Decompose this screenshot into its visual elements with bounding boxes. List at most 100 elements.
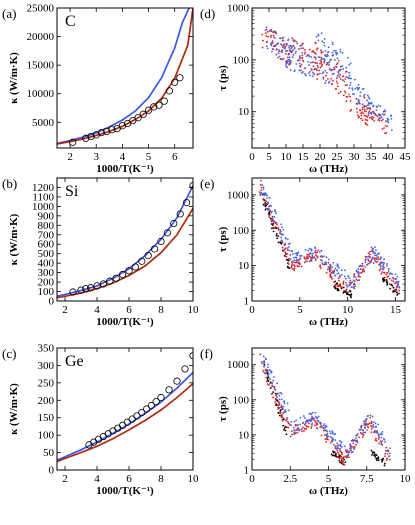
data-point <box>265 26 268 29</box>
series-line-red <box>57 8 193 145</box>
data-point <box>394 273 397 276</box>
data-point <box>276 237 279 240</box>
data-point <box>350 449 353 452</box>
y-tick-label: 900 <box>38 210 55 222</box>
data-point <box>286 56 289 59</box>
data-point <box>398 292 401 295</box>
data-point <box>274 210 277 213</box>
data-point <box>342 94 345 97</box>
data-point <box>261 33 264 36</box>
data-point <box>296 431 299 434</box>
data-point <box>327 258 330 261</box>
data-point <box>301 51 304 54</box>
data-point <box>333 66 336 69</box>
data-point <box>283 418 285 421</box>
data-point <box>284 237 287 240</box>
data-point <box>276 223 278 226</box>
data-point <box>295 429 298 431</box>
data-point <box>291 253 294 255</box>
data-point <box>397 280 400 283</box>
data-point <box>296 253 299 256</box>
data-point <box>396 284 399 287</box>
data-point <box>370 261 373 263</box>
data-point <box>309 74 311 77</box>
data-point <box>352 439 355 442</box>
data-point <box>269 378 271 380</box>
data-point <box>386 283 389 286</box>
data-point <box>395 280 398 283</box>
data-point <box>336 283 339 286</box>
data-point <box>316 62 319 65</box>
y-tick-label: 1200 <box>32 182 55 194</box>
data-point <box>331 266 333 269</box>
data-point <box>396 275 399 278</box>
data-point <box>367 96 370 99</box>
data-point <box>320 50 323 52</box>
data-point <box>285 255 288 258</box>
y-tick-label: 100 <box>233 225 250 237</box>
data-point <box>336 449 339 452</box>
x-tick-label: 2 <box>67 151 73 163</box>
data-point <box>380 443 383 446</box>
data-point <box>317 73 319 75</box>
data-point <box>376 115 379 118</box>
data-point <box>303 261 306 264</box>
data-point <box>339 274 341 277</box>
data-point <box>341 65 344 68</box>
x-axis-label: 1000/T(K⁻¹) <box>96 485 154 497</box>
x-tick-label: 15 <box>298 151 310 163</box>
data-point <box>374 257 376 260</box>
data-point <box>328 64 331 66</box>
y-tick-label: 100 <box>38 430 55 442</box>
data-point <box>308 422 310 425</box>
data-point <box>310 419 313 421</box>
data-point <box>371 115 373 118</box>
data-point <box>379 267 382 270</box>
data-point <box>387 275 390 278</box>
data-point <box>326 435 328 437</box>
data-point <box>370 420 373 423</box>
data-point <box>353 78 356 81</box>
data-point <box>351 87 354 90</box>
data-point <box>344 277 347 280</box>
data-point <box>388 452 391 455</box>
data-point <box>321 40 324 43</box>
data-point <box>320 259 323 262</box>
data-point <box>286 417 289 419</box>
data-point <box>272 34 275 37</box>
data-point <box>332 272 335 275</box>
data-point <box>368 253 371 256</box>
data-point <box>319 72 321 75</box>
data-point <box>343 90 346 93</box>
data-point <box>305 74 307 77</box>
data-point <box>329 442 332 444</box>
data-point <box>272 226 275 229</box>
y-axis-label: τ (ps) <box>217 396 229 422</box>
data-point <box>377 423 380 426</box>
data-point <box>382 261 384 264</box>
data-point <box>369 414 372 417</box>
data-point <box>274 401 277 404</box>
data-point <box>361 103 364 106</box>
data-point <box>325 55 328 58</box>
data-point <box>369 416 372 419</box>
data-point <box>327 46 330 49</box>
data-point <box>313 68 316 71</box>
data-point <box>348 93 350 96</box>
data-point <box>281 246 284 249</box>
data-point <box>281 416 284 419</box>
data-point <box>341 457 343 460</box>
data-point <box>345 281 347 284</box>
data-point <box>383 464 386 467</box>
plot-area <box>57 8 193 146</box>
data-point <box>379 113 382 116</box>
data-point <box>277 241 280 244</box>
data-point <box>302 42 304 45</box>
data-point <box>389 447 391 450</box>
data-point <box>271 385 274 388</box>
data-point <box>265 45 268 48</box>
data-point <box>298 265 300 268</box>
data-point <box>296 252 299 255</box>
data-point <box>378 442 380 445</box>
data-point <box>144 106 153 114</box>
